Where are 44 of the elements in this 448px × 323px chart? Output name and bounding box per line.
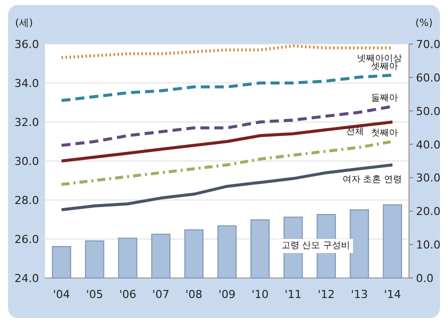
y2-tick-label: 40.0: [416, 138, 440, 152]
x-tick-label: '08: [185, 288, 202, 301]
series-label: 여자 초혼 연령: [342, 174, 402, 185]
series-label: 전체: [346, 127, 364, 137]
series-label: 셋째아: [371, 62, 398, 72]
y-tick-label: 30.0: [14, 155, 39, 168]
y-tick-label: 28.0: [14, 194, 39, 207]
x-tick-label: '11: [284, 288, 302, 301]
y-tick-label: 24.0: [14, 272, 39, 285]
y-tick-label: 36.0: [14, 38, 39, 51]
bar: [184, 229, 204, 278]
x-tick-label: '13: [350, 288, 368, 301]
y2-tick-label: 30.0: [416, 172, 440, 185]
y2-tick-label: 10.0: [416, 238, 440, 252]
x-tick-label: '04: [53, 288, 70, 301]
y-tick-label: 34.0: [14, 77, 39, 90]
series-label: 둘째아: [371, 93, 398, 104]
y-axis-title: (세): [15, 18, 33, 29]
series-label: 고령 산모 구성비: [281, 241, 350, 251]
y2-tick-label: 0.0: [416, 272, 434, 285]
y-tick-label: 26.0: [14, 233, 39, 246]
y2-tick-label: 70.0: [416, 38, 440, 51]
x-tick-label: '09: [218, 288, 236, 301]
bar: [382, 204, 402, 278]
x-tick-label: '05: [86, 288, 104, 301]
y-tick-label: 32.0: [14, 116, 39, 129]
series-label: 첫째아: [371, 128, 398, 138]
x-tick-label: '10: [252, 288, 269, 301]
x-tick-label: '14: [384, 288, 401, 301]
series-label: 넷째아이상: [357, 54, 402, 64]
bar: [250, 219, 270, 278]
bar: [151, 234, 170, 278]
x-tick-label: '12: [318, 288, 335, 301]
x-tick-label: '06: [119, 288, 136, 301]
x-tick-label: '07: [152, 288, 170, 301]
y2-tick-label: 60.0: [416, 71, 440, 84]
y2-tick-label: 20.0: [416, 205, 440, 218]
y2-axis-title: (%): [415, 18, 433, 29]
bar: [52, 246, 72, 278]
bar: [85, 240, 104, 278]
y2-tick-label: 50.0: [416, 104, 440, 118]
bar: [350, 209, 369, 278]
bar: [118, 238, 138, 278]
bar: [217, 225, 237, 278]
